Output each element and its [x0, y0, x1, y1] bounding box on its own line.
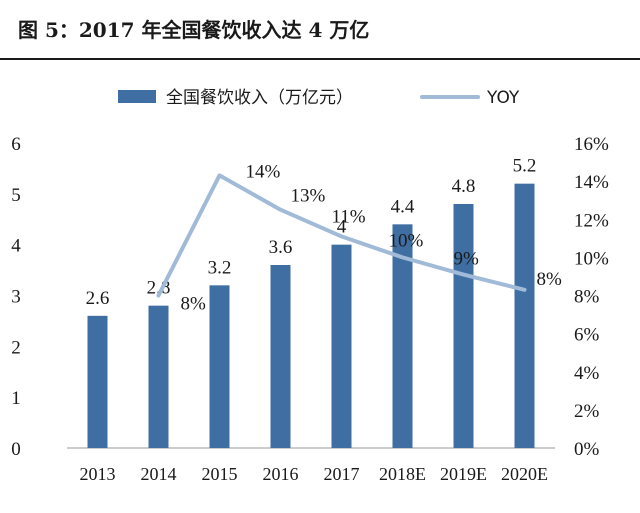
y-right-tick-label: 6% — [574, 325, 600, 346]
bar — [331, 244, 352, 448]
x-tick-label: 2015 — [202, 464, 238, 484]
yoy-value-label: 8% — [537, 269, 563, 290]
yoy-value-label: 9% — [454, 249, 480, 270]
x-tick-label: 2014 — [141, 464, 177, 484]
legend-line-label: YOY — [486, 88, 520, 108]
bar-value-label: 3.6 — [269, 237, 293, 258]
y-left-tick-label: 5 — [11, 185, 21, 206]
y-left-tick-label: 1 — [11, 388, 21, 409]
yoy-value-label: 14% — [246, 161, 281, 182]
yoy-value-label: 10% — [389, 230, 424, 251]
bar-value-label: 4 — [337, 217, 347, 238]
y-right-tick-label: 14% — [574, 172, 609, 193]
title-rule — [0, 58, 640, 60]
bar — [453, 204, 474, 448]
bar — [148, 305, 169, 448]
bar — [270, 265, 291, 448]
legend-bar-label: 全国餐饮收入（万亿元） — [166, 88, 353, 108]
y-right-tick-label: 12% — [574, 210, 609, 231]
yoy-value-label: 11% — [332, 206, 366, 227]
yoy-line — [156, 173, 527, 298]
x-tick-label: 2016 — [263, 464, 299, 484]
y-left-tick-label: 0 — [11, 439, 21, 460]
bar — [209, 285, 230, 448]
bar-value-label: 4.8 — [452, 176, 476, 197]
x-tick-label: 2020E — [501, 464, 548, 484]
bar — [87, 315, 108, 448]
bar-value-label: 5.2 — [513, 156, 537, 177]
y-right-tick-label: 8% — [574, 287, 600, 308]
legend-bar-swatch — [118, 90, 156, 103]
figure-title: 图 5：2017 年全国餐饮收入达 4 万亿 — [18, 18, 370, 42]
plot-area: 0 1 2 3 4 5 6 0% 2% 4% 6% 8% 10% 12% 14% 16% 2013 2014 201… — [11, 134, 609, 484]
bar — [392, 224, 413, 448]
y-left-tick-label: 3 — [11, 287, 21, 308]
x-tick-label: 2013 — [80, 464, 116, 484]
bar-value-label: 3.2 — [208, 257, 232, 278]
y-right-tick-label: 16% — [574, 134, 609, 155]
x-tick-label: 2018E — [379, 464, 426, 484]
yoy-value-label: 13% — [291, 186, 326, 207]
yoy-value-label: 8% — [181, 294, 207, 315]
y-right-tick-label: 4% — [574, 363, 600, 384]
y-right-tick-label: 2% — [574, 401, 600, 422]
bar-value-label: 2.6 — [86, 288, 110, 309]
y-left-tick-label: 2 — [11, 337, 21, 358]
legend: 全国餐饮收入（万亿元） YOY — [118, 88, 520, 108]
bar — [514, 183, 535, 448]
y-right-tick-label: 0% — [574, 439, 600, 460]
bar-value-label: 4.4 — [391, 196, 415, 217]
y-left-tick-label: 4 — [11, 236, 21, 257]
x-tick-label: 2017 — [324, 464, 360, 484]
y-right-tick-label: 10% — [574, 248, 609, 269]
x-tick-label: 2019E — [440, 464, 487, 484]
y-left-tick-label: 6 — [11, 134, 21, 155]
